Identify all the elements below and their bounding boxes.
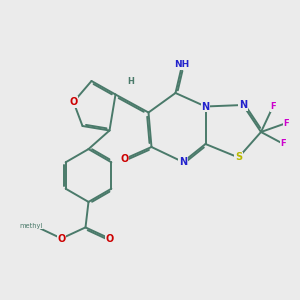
Text: N: N xyxy=(239,100,247,110)
Text: F: F xyxy=(270,102,276,111)
Text: N: N xyxy=(179,157,187,167)
Text: NH: NH xyxy=(174,60,189,69)
Text: F: F xyxy=(281,140,286,148)
Text: O: O xyxy=(120,154,129,164)
Text: S: S xyxy=(235,152,242,163)
Text: H: H xyxy=(127,76,134,85)
Text: F: F xyxy=(284,118,289,127)
Text: O: O xyxy=(57,233,66,244)
Text: O: O xyxy=(105,233,114,244)
Text: O: O xyxy=(69,97,78,107)
Text: methyl: methyl xyxy=(20,223,43,229)
Text: N: N xyxy=(201,101,210,112)
